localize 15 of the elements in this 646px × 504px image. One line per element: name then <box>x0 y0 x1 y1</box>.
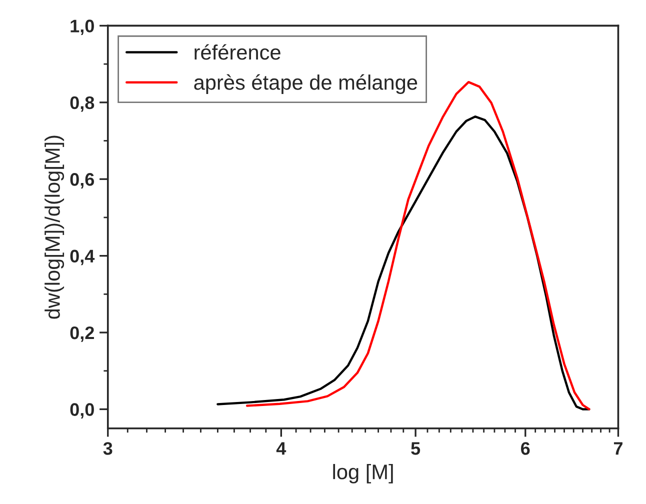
x-tick-label: 3 <box>103 442 112 455</box>
y-tick-label: 0,2 <box>70 326 94 342</box>
legend-label: référence <box>194 44 280 60</box>
x-tick-label: 5 <box>411 442 420 455</box>
x-tick-label: 6 <box>521 442 530 455</box>
x-tick-label: 4 <box>276 442 286 455</box>
y-tick-label: 0,8 <box>70 96 94 112</box>
y-tick-label: 0,4 <box>70 250 95 266</box>
legend-label: après étape de mélange <box>194 74 418 94</box>
x-tick-label: 7 <box>614 442 622 455</box>
y-tick-label: 0,6 <box>70 173 94 188</box>
y-tick-label: 1,0 <box>70 20 94 36</box>
y-axis-title: dw(log[M])/d(log[M]) <box>44 136 64 319</box>
y-tick-label: 0,0 <box>70 403 94 419</box>
x-axis-title: log [M] <box>333 464 393 484</box>
